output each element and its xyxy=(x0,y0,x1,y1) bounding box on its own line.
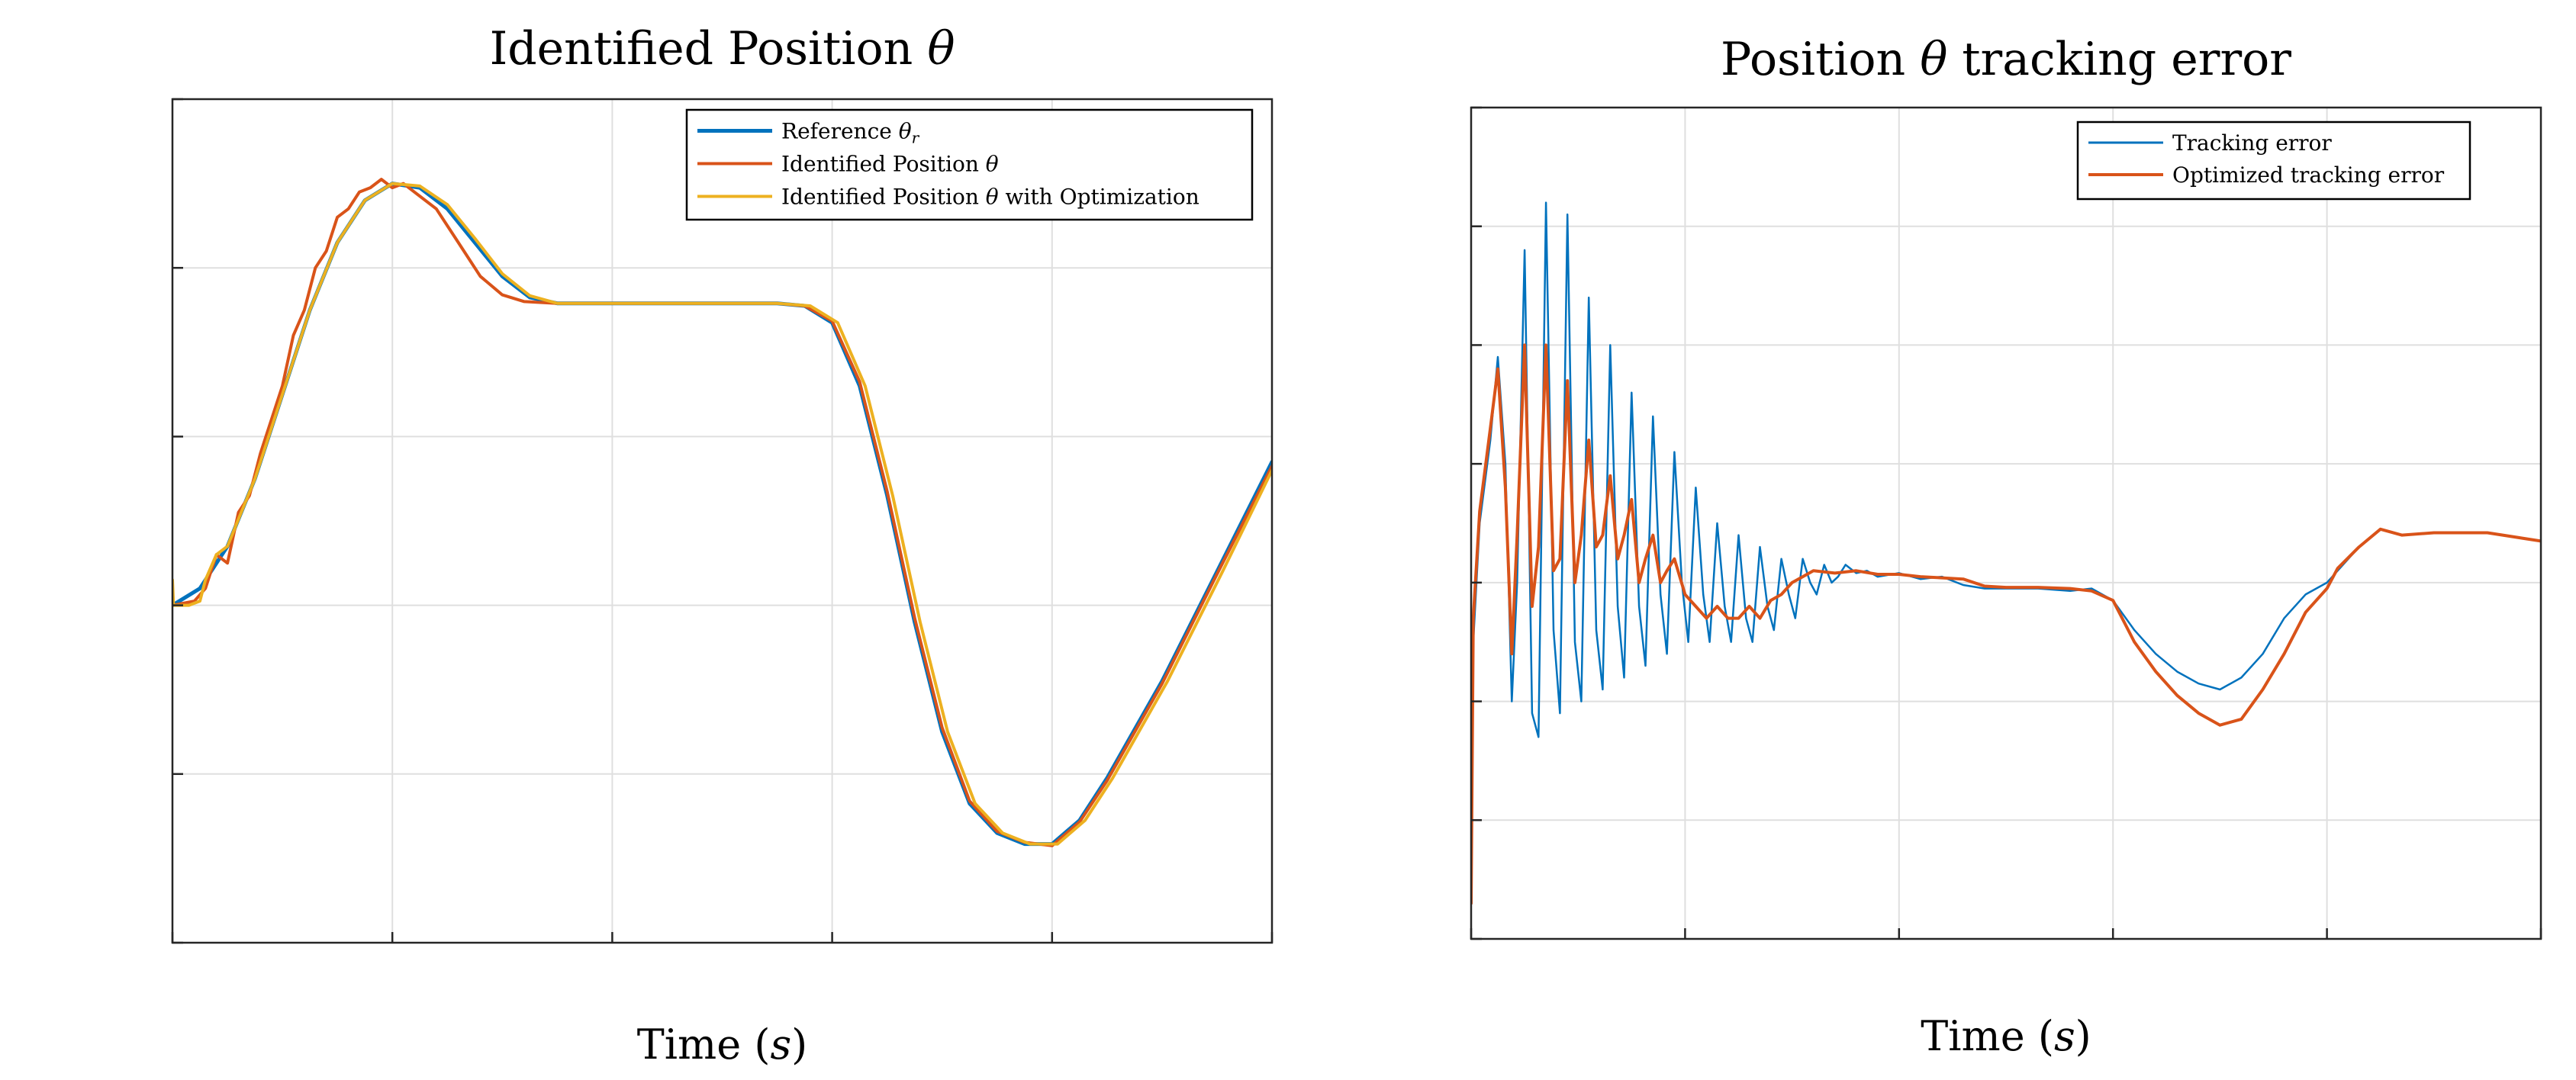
legend-label-1: Tracking error xyxy=(2172,130,2332,156)
title-symbol: θ xyxy=(927,22,955,76)
legend-box xyxy=(2076,121,2471,201)
legend-label-2: Identified Position θ xyxy=(781,152,999,177)
title-text: Identified Position xyxy=(490,22,928,76)
legend-text: Tracking error xyxy=(2172,130,2332,156)
series-line-2 xyxy=(1471,343,2541,905)
chart-2: Position θ tracking error Time (s) Trackin… xyxy=(1470,33,2542,1060)
series-line-1 xyxy=(1471,201,2541,905)
title-text: Position xyxy=(1721,33,1920,86)
x-label-unit: s xyxy=(2054,1012,2075,1060)
chart-1: Identified Position θ Time (s) Reference θ… xyxy=(171,22,1274,1069)
x-label-text: Time ( xyxy=(637,1021,771,1069)
legend-text: Identified Position xyxy=(781,185,986,210)
x-axis-label: Time (s) xyxy=(1921,1012,2091,1060)
legend-symbol: θ xyxy=(899,119,912,144)
x-label-text: Time ( xyxy=(1921,1012,2054,1060)
x-label-close: ) xyxy=(2075,1012,2091,1060)
legend-symbol: θ xyxy=(986,152,999,177)
series-line-1 xyxy=(172,182,1272,847)
axes-box xyxy=(171,98,1274,944)
title-symbol: θ xyxy=(1920,33,1947,86)
legend-text: Optimized tracking error xyxy=(2172,162,2445,188)
legend: Tracking error Optimized tracking error xyxy=(2076,121,2471,201)
legend-label-1: Reference θr xyxy=(781,119,920,147)
legend-suffix: with Optimization xyxy=(999,185,1199,210)
legend-symbol: θ xyxy=(986,185,999,210)
legend-subscript: r xyxy=(912,129,920,147)
chart-title: Identified Position θ xyxy=(490,22,955,76)
chart-title: Position θ tracking error xyxy=(1721,33,2291,86)
x-axis-label: Time (s) xyxy=(637,1021,807,1069)
legend-text: Identified Position xyxy=(781,152,986,177)
legend-text: Reference xyxy=(781,119,899,144)
legend-label-3: Identified Position θ with Optimization xyxy=(781,185,1199,210)
x-label-unit: s xyxy=(770,1021,791,1069)
series-line-3 xyxy=(172,182,1272,846)
legend-box xyxy=(685,108,1254,221)
x-label-close: ) xyxy=(791,1021,807,1069)
axes-box xyxy=(1470,106,2542,940)
legend-label-2: Optimized tracking error xyxy=(2172,162,2445,188)
series-line-2 xyxy=(172,178,1272,847)
title-suffix: tracking error xyxy=(1947,33,2291,86)
